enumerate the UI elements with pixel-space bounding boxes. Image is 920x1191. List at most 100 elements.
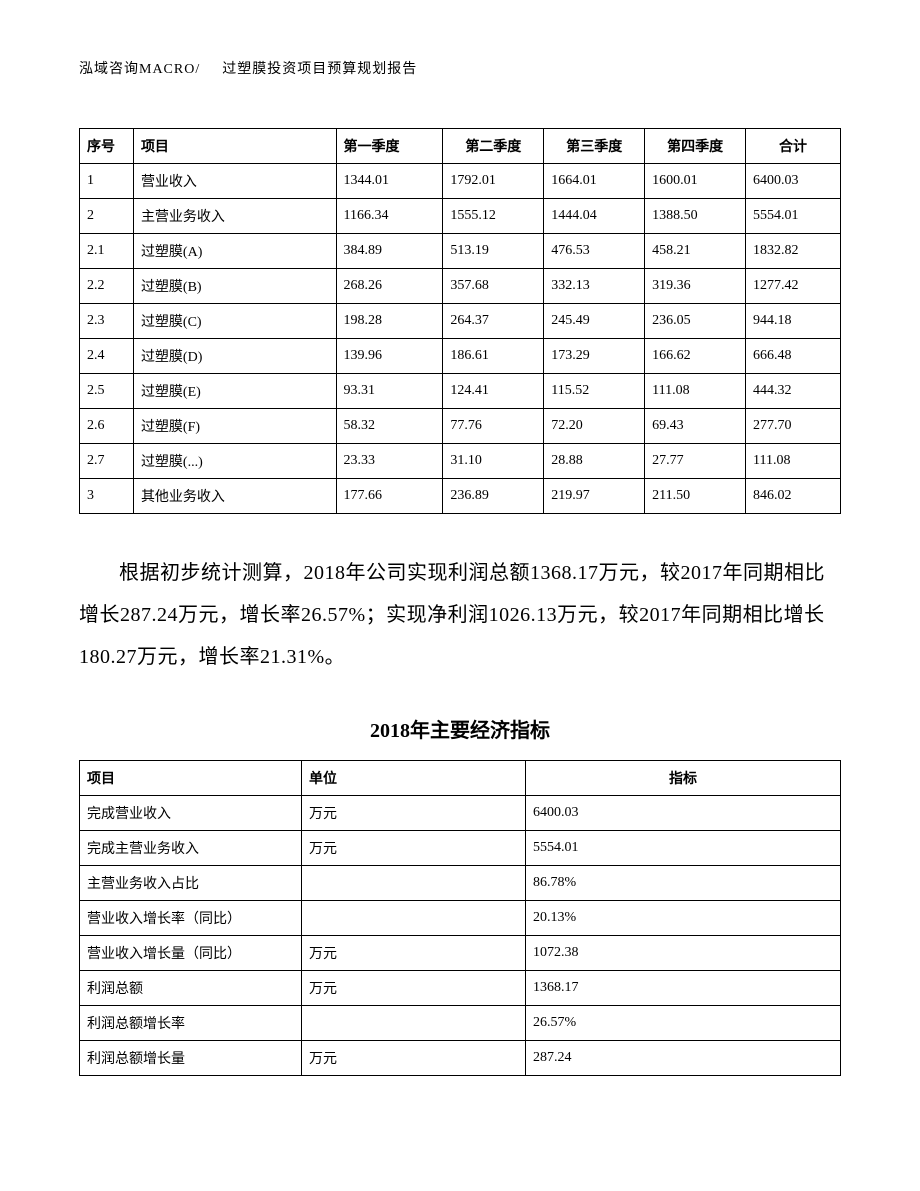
table-cell: 111.08: [746, 444, 841, 479]
table-cell: 31.10: [443, 444, 544, 479]
table-cell: 846.02: [746, 479, 841, 514]
table-cell: 主营业务收入: [133, 199, 336, 234]
table-cell: 139.96: [336, 339, 443, 374]
col-header-total: 合计: [746, 129, 841, 164]
table-cell: 2.5: [80, 374, 134, 409]
table-cell: 其他业务收入: [133, 479, 336, 514]
table2-body: 完成营业收入万元6400.03完成主营业务收入万元5554.01主营业务收入占比…: [80, 796, 841, 1076]
table-cell: 23.33: [336, 444, 443, 479]
table-cell: 过塑膜(A): [133, 234, 336, 269]
table-cell: 944.18: [746, 304, 841, 339]
col-header-q4: 第四季度: [645, 129, 746, 164]
table-cell: 357.68: [443, 269, 544, 304]
col-header-q3: 第三季度: [544, 129, 645, 164]
table-row: 2主营业务收入1166.341555.121444.041388.505554.…: [80, 199, 841, 234]
table-cell: 2.7: [80, 444, 134, 479]
table-cell: 72.20: [544, 409, 645, 444]
col-header-q2: 第二季度: [443, 129, 544, 164]
table-cell: 2.3: [80, 304, 134, 339]
table-cell: 2.4: [80, 339, 134, 374]
table-cell: 115.52: [544, 374, 645, 409]
table-cell: 1: [80, 164, 134, 199]
table-row: 2.6过塑膜(F)58.3277.7672.2069.43277.70: [80, 409, 841, 444]
table-cell: 营业收入增长率（同比）: [80, 901, 302, 936]
table-row: 2.3过塑膜(C)198.28264.37245.49236.05944.18: [80, 304, 841, 339]
table-cell: 1555.12: [443, 199, 544, 234]
table-cell: 5554.01: [526, 831, 841, 866]
col-header-seq: 序号: [80, 129, 134, 164]
table-cell: 287.24: [526, 1041, 841, 1076]
table-cell: 过塑膜(C): [133, 304, 336, 339]
table-row: 2.4过塑膜(D)139.96186.61173.29166.62666.48: [80, 339, 841, 374]
table-cell: 1368.17: [526, 971, 841, 1006]
col-header-value: 指标: [526, 761, 841, 796]
page-header: 泓域咨询MACRO/过塑膜投资项目预算规划报告: [79, 58, 841, 78]
table-cell: 666.48: [746, 339, 841, 374]
table-cell: 1388.50: [645, 199, 746, 234]
table-row: 营业收入增长率（同比） 20.13%: [80, 901, 841, 936]
table-row: 利润总额增长量万元287.24: [80, 1041, 841, 1076]
table-cell: 211.50: [645, 479, 746, 514]
table-header-row: 序号 项目 第一季度 第二季度 第三季度 第四季度 合计: [80, 129, 841, 164]
table1-body: 1营业收入1344.011792.011664.011600.016400.03…: [80, 164, 841, 514]
table-cell: 利润总额增长量: [80, 1041, 302, 1076]
table-cell: 264.37: [443, 304, 544, 339]
table-cell: 过塑膜(B): [133, 269, 336, 304]
table-cell: 完成主营业务收入: [80, 831, 302, 866]
table-cell: 458.21: [645, 234, 746, 269]
table-cell: 3: [80, 479, 134, 514]
table-cell: 69.43: [645, 409, 746, 444]
table-row: 2.7过塑膜(...)23.3331.1028.8827.77111.08: [80, 444, 841, 479]
table-cell: 1344.01: [336, 164, 443, 199]
table-row: 2.2过塑膜(B)268.26357.68332.13319.361277.42: [80, 269, 841, 304]
header-right: 过塑膜投资项目预算规划报告: [222, 62, 417, 77]
table2-title: 2018年主要经济指标: [79, 714, 841, 743]
table-cell: 1166.34: [336, 199, 443, 234]
table-cell: 93.31: [336, 374, 443, 409]
table-cell: 319.36: [645, 269, 746, 304]
header-left: 泓域咨询MACRO/: [79, 62, 200, 77]
table-row: 2.5过塑膜(E)93.31124.41115.52111.08444.32: [80, 374, 841, 409]
table-cell: 28.88: [544, 444, 645, 479]
col-header-item: 项目: [133, 129, 336, 164]
table-cell: 万元: [302, 971, 526, 1006]
table-cell: 198.28: [336, 304, 443, 339]
table-cell: 245.49: [544, 304, 645, 339]
table-cell: 完成营业收入: [80, 796, 302, 831]
table-cell: 268.26: [336, 269, 443, 304]
table-cell: 111.08: [645, 374, 746, 409]
table-cell: 2.2: [80, 269, 134, 304]
table-cell: 过塑膜(D): [133, 339, 336, 374]
table-cell: 营业收入: [133, 164, 336, 199]
table-cell: 219.97: [544, 479, 645, 514]
table-cell: 过塑膜(F): [133, 409, 336, 444]
table-cell: 186.61: [443, 339, 544, 374]
table-cell: 444.32: [746, 374, 841, 409]
table-row: 3其他业务收入177.66236.89219.97211.50846.02: [80, 479, 841, 514]
table-cell: 58.32: [336, 409, 443, 444]
table-cell: 1664.01: [544, 164, 645, 199]
table-row: 营业收入增长量（同比）万元1072.38: [80, 936, 841, 971]
table-cell: 27.77: [645, 444, 746, 479]
table-cell: 177.66: [336, 479, 443, 514]
table-cell: 124.41: [443, 374, 544, 409]
table-cell: 236.05: [645, 304, 746, 339]
table-cell: 476.53: [544, 234, 645, 269]
table-cell: 过塑膜(E): [133, 374, 336, 409]
quarterly-revenue-table: 序号 项目 第一季度 第二季度 第三季度 第四季度 合计 1营业收入1344.0…: [79, 128, 841, 514]
col-header-unit: 单位: [302, 761, 526, 796]
table-cell: 1444.04: [544, 199, 645, 234]
col-header-q1: 第一季度: [336, 129, 443, 164]
table-cell: 1792.01: [443, 164, 544, 199]
table-cell: 6400.03: [526, 796, 841, 831]
table-row: 主营业务收入占比86.78%: [80, 866, 841, 901]
table-cell: 332.13: [544, 269, 645, 304]
table-cell: 主营业务收入占比: [80, 866, 302, 901]
table-cell: [302, 866, 526, 901]
table-cell: 20.13%: [526, 901, 841, 936]
table-cell: [302, 901, 526, 936]
table-cell: 166.62: [645, 339, 746, 374]
table-cell: 万元: [302, 796, 526, 831]
table-row: 完成营业收入万元6400.03: [80, 796, 841, 831]
table-cell: 77.76: [443, 409, 544, 444]
